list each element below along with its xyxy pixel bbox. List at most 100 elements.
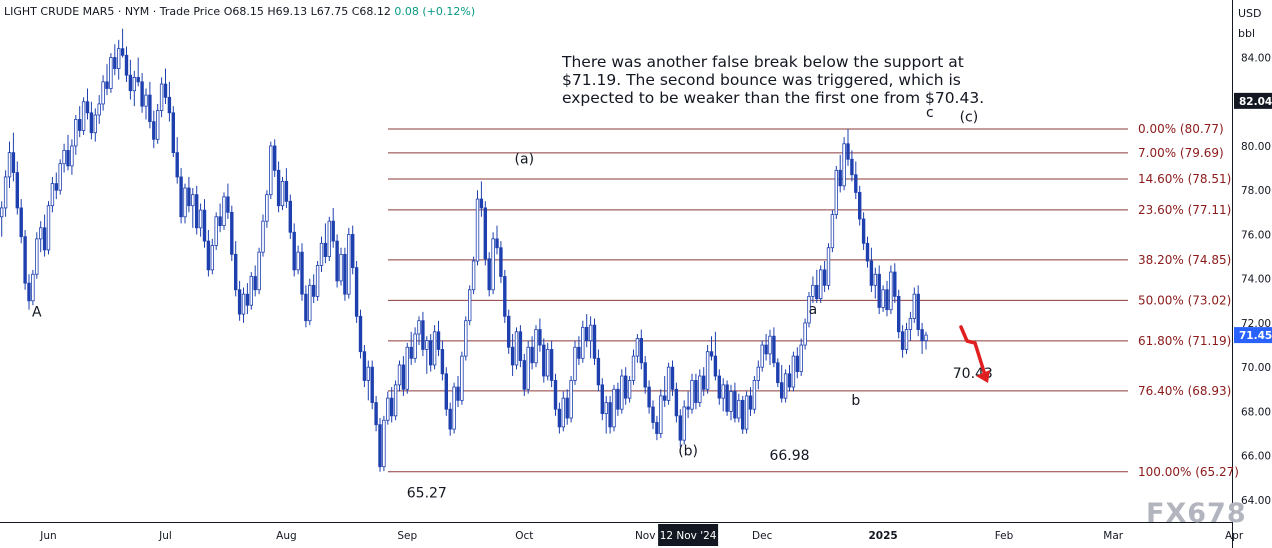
candle-body bbox=[456, 386, 460, 401]
candle-body bbox=[105, 81, 109, 89]
candle-body bbox=[46, 205, 51, 251]
unit-selector[interactable]: bbl bbox=[1238, 27, 1256, 40]
candle-body bbox=[42, 227, 47, 251]
y-tick-label: 84.00 bbox=[1241, 53, 1271, 65]
candle-body bbox=[904, 329, 909, 350]
candle-body bbox=[276, 169, 281, 207]
candle-body bbox=[729, 391, 733, 412]
candle-body bbox=[822, 269, 827, 286]
candle-body bbox=[475, 198, 480, 262]
candle-body bbox=[549, 349, 554, 381]
candle-body bbox=[323, 242, 328, 257]
candle-body bbox=[733, 391, 737, 419]
candle-body bbox=[421, 320, 425, 350]
candle-body bbox=[830, 214, 835, 249]
candle-body bbox=[877, 273, 881, 308]
candle-body bbox=[237, 289, 242, 315]
candle-body bbox=[850, 158, 854, 176]
candle-body bbox=[924, 334, 928, 342]
candle-body bbox=[109, 57, 113, 89]
candle-body bbox=[136, 77, 140, 83]
candle-body bbox=[651, 406, 655, 423]
candle-body bbox=[253, 276, 257, 291]
candle-body bbox=[226, 196, 230, 213]
candle-body bbox=[861, 218, 866, 244]
candle-body bbox=[893, 271, 897, 297]
currency-selector[interactable]: USD bbox=[1238, 7, 1262, 20]
candle-body bbox=[499, 247, 503, 277]
y-tick-label: 70.00 bbox=[1241, 362, 1271, 374]
candle-body bbox=[382, 419, 386, 468]
candle-body bbox=[873, 273, 877, 286]
last-price-box bbox=[1234, 327, 1272, 344]
candle-body bbox=[854, 174, 858, 193]
x-tick-label: Dec bbox=[752, 530, 773, 542]
candle-body bbox=[331, 220, 335, 242]
candle-body bbox=[3, 176, 8, 209]
candle-body bbox=[132, 77, 136, 92]
candle-body bbox=[900, 331, 905, 350]
candle-body bbox=[483, 207, 487, 260]
candle-body bbox=[627, 380, 632, 399]
candle-body bbox=[284, 180, 289, 202]
x-tick-label: Nov bbox=[635, 530, 656, 542]
wave-label: a bbox=[809, 302, 818, 318]
candle-body bbox=[518, 331, 523, 361]
candle-body bbox=[362, 351, 367, 381]
candle-body bbox=[573, 346, 577, 381]
last-price-label: 71.45 bbox=[1239, 330, 1272, 342]
candle-body bbox=[101, 81, 105, 105]
candle-body bbox=[600, 384, 604, 415]
candle-body bbox=[113, 57, 117, 69]
candle-body bbox=[764, 344, 768, 355]
candle-body bbox=[756, 366, 760, 381]
candle-body bbox=[448, 408, 452, 430]
candle-body bbox=[401, 364, 406, 390]
candle-body bbox=[705, 351, 710, 390]
x-tick-label: Mar bbox=[1103, 530, 1123, 542]
wave-label: A bbox=[32, 304, 42, 320]
candle-body bbox=[639, 338, 643, 364]
candle-body bbox=[417, 320, 421, 335]
candle-body bbox=[315, 265, 320, 297]
fib-level-label: 0.00% (80.77) bbox=[1138, 122, 1224, 136]
wave-label: (c) bbox=[960, 110, 979, 126]
candle-body bbox=[510, 346, 515, 366]
candle-body bbox=[343, 253, 347, 295]
candle-body bbox=[11, 152, 16, 173]
candle-body bbox=[292, 231, 296, 271]
candle-body bbox=[280, 180, 285, 207]
candle-body bbox=[631, 355, 636, 381]
candle-body bbox=[663, 395, 667, 401]
candle-body bbox=[272, 145, 277, 171]
candle-body bbox=[776, 362, 780, 384]
candle-body bbox=[327, 220, 331, 257]
candle-body bbox=[592, 324, 597, 359]
candle-body bbox=[120, 48, 125, 56]
x-tick-label: Oct bbox=[515, 530, 533, 542]
candle-body bbox=[23, 236, 27, 284]
candle-body bbox=[659, 395, 663, 434]
price-change: 0.08 (+0.12%) bbox=[394, 5, 476, 18]
candle-body bbox=[514, 331, 519, 366]
candle-body bbox=[85, 101, 90, 114]
candle-body bbox=[624, 375, 628, 399]
candle-body bbox=[194, 194, 199, 229]
y-tick-label: 78.00 bbox=[1241, 185, 1271, 197]
candle-body bbox=[74, 119, 78, 147]
candle-body bbox=[0, 207, 4, 218]
candle-body bbox=[721, 384, 725, 399]
candle-body bbox=[218, 216, 222, 227]
candle-body bbox=[604, 402, 608, 415]
candle-body bbox=[261, 220, 265, 253]
candle-body bbox=[70, 145, 74, 167]
candle-body bbox=[300, 251, 304, 295]
candle-body bbox=[222, 196, 226, 227]
candle-body bbox=[148, 94, 152, 123]
candle-body bbox=[144, 94, 148, 107]
candle-body bbox=[479, 198, 484, 209]
high-price-label: 82.04 bbox=[1239, 96, 1272, 108]
candle-body bbox=[467, 289, 472, 322]
candle-body bbox=[464, 320, 468, 357]
